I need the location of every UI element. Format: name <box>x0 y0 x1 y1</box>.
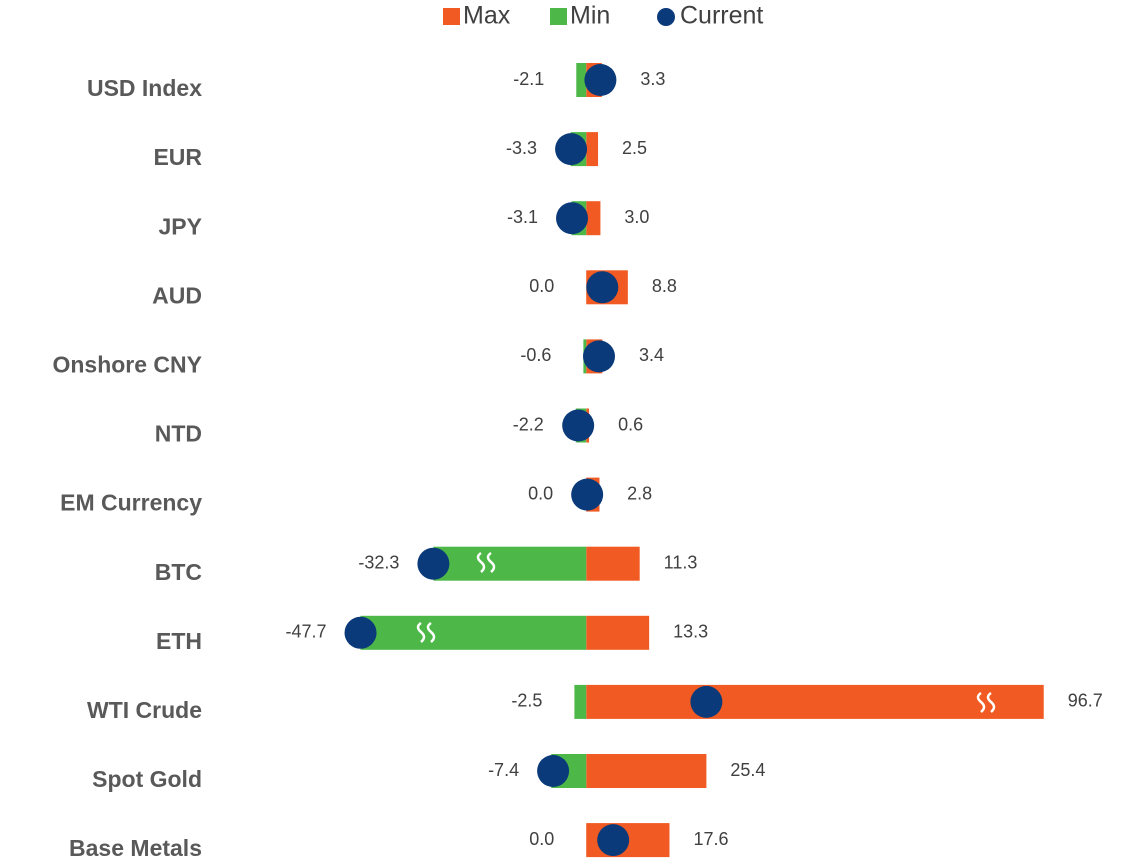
max-bar <box>586 754 707 788</box>
min-label: -32.3 <box>358 552 399 572</box>
max-bar <box>586 546 640 581</box>
category-label: BTC <box>155 559 202 585</box>
category-label: USD Index <box>87 75 202 101</box>
max-label: 17.6 <box>693 829 728 849</box>
max-label: 3.4 <box>639 345 664 365</box>
max-label: 3.0 <box>624 207 649 227</box>
category-label: Base Metals <box>69 835 202 861</box>
current-dot <box>584 64 617 96</box>
category-label: EUR <box>153 144 202 170</box>
current-dot <box>597 824 630 857</box>
min-label: -2.1 <box>513 69 544 89</box>
current-dot <box>555 133 588 166</box>
max-label: 96.7 <box>1068 691 1103 711</box>
max-bar <box>586 201 601 236</box>
min-label: -47.7 <box>286 622 327 642</box>
max-label: 25.4 <box>730 760 765 780</box>
min-label: 0.0 <box>529 276 554 296</box>
current-dot <box>582 340 615 373</box>
min-label: -0.6 <box>520 345 551 365</box>
max-label: 11.3 <box>664 552 698 572</box>
legend-label: Max <box>463 2 511 30</box>
min-label: 0.0 <box>528 483 553 503</box>
max-label: 13.3 <box>673 622 708 642</box>
category-label: EM Currency <box>60 490 202 516</box>
max-label: 2.5 <box>622 138 647 158</box>
current-dot <box>417 547 450 580</box>
legend-swatch <box>443 8 460 25</box>
max-label: 3.3 <box>640 69 665 89</box>
max-label: 8.8 <box>652 276 677 296</box>
min-bar <box>574 684 587 719</box>
axis-break-marks <box>416 551 996 713</box>
current-dot <box>344 616 377 649</box>
category-label: AUD <box>152 282 202 308</box>
current-dot <box>690 685 723 718</box>
min-label: -2.5 <box>511 691 542 711</box>
current-dot <box>562 409 595 442</box>
min-label: -7.4 <box>488 760 519 780</box>
category-label: ETH <box>156 628 202 654</box>
min-label: -3.1 <box>507 207 538 227</box>
max-label: 0.6 <box>618 414 643 434</box>
legend-swatch <box>550 8 567 25</box>
current-dot <box>571 478 604 511</box>
max-label: 2.8 <box>627 483 652 503</box>
max-bar <box>586 615 650 650</box>
min-label: -3.3 <box>506 138 537 158</box>
legend-label: Current <box>680 2 763 30</box>
category-label: Spot Gold <box>92 766 202 792</box>
current-dot <box>586 271 619 304</box>
category-label: NTD <box>155 421 202 447</box>
min-label: 0.0 <box>529 829 554 849</box>
min-bar <box>576 63 587 97</box>
current-dot <box>537 755 570 787</box>
legend-swatch <box>657 8 675 26</box>
category-label: JPY <box>159 213 202 239</box>
min-bar <box>433 546 587 581</box>
max-bar <box>586 132 599 167</box>
min-label: -2.2 <box>513 414 544 434</box>
max-bar <box>586 684 1044 719</box>
category-label: WTI Crude <box>87 697 202 723</box>
legend-label: Min <box>570 2 610 30</box>
current-dot <box>556 202 589 235</box>
category-label: Onshore CNY <box>52 351 202 377</box>
min-bar <box>360 615 587 650</box>
